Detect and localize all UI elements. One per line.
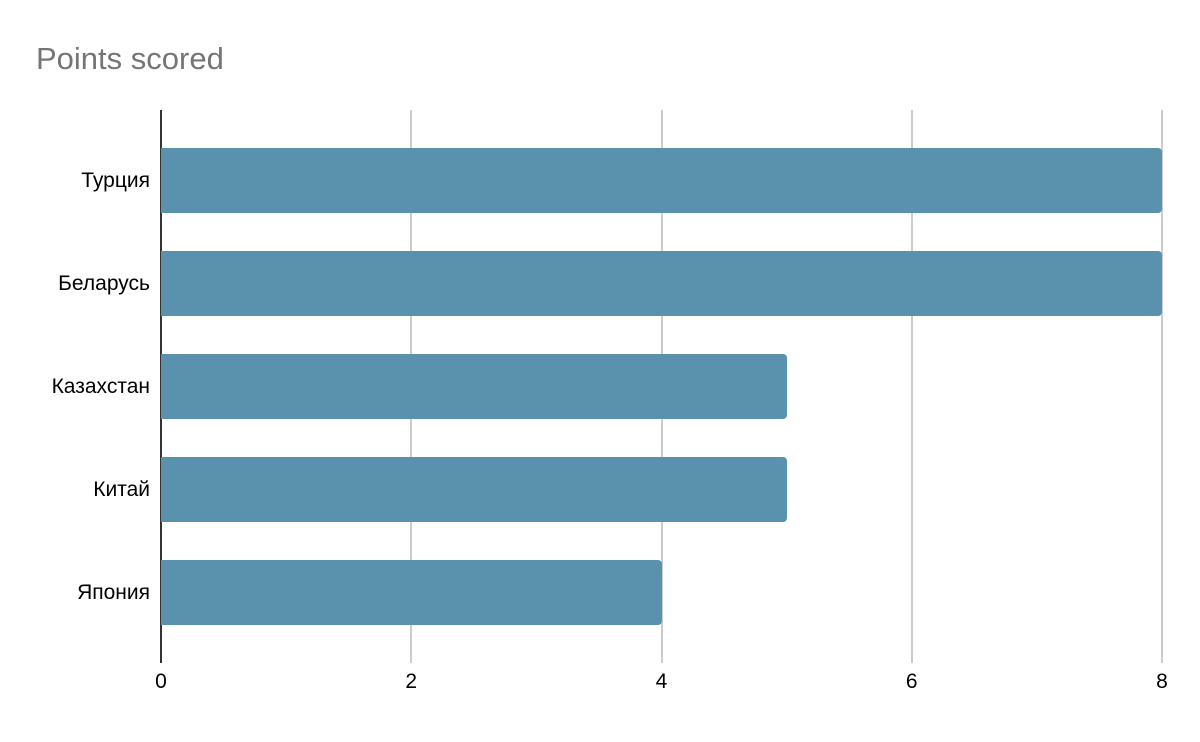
bar [161, 457, 787, 522]
category-label: Китай [93, 478, 150, 501]
bar-row: Казахстан [52, 354, 1162, 419]
bar-row: Япония [77, 560, 1162, 625]
bar [161, 560, 662, 625]
category-label: Казахстан [51, 375, 150, 398]
gridline-8 [1161, 110, 1163, 663]
plot-area: Турция Беларусь Казахстан Китай Япония [52, 110, 1163, 663]
chart-title: Points scored [36, 41, 224, 76]
bar [161, 251, 1162, 316]
x-tick-label: 2 [405, 670, 418, 693]
gridline-6 [910, 110, 913, 663]
x-tick-label: 0 [155, 670, 167, 693]
category-label: Япония [77, 581, 150, 604]
x-tick-label: 6 [905, 670, 918, 693]
bar [161, 354, 787, 419]
bar-row: Турция [81, 148, 1162, 213]
bar-row: Беларусь [58, 251, 1162, 316]
bar [161, 148, 1162, 213]
x-axis: 0 2 4 6 8 [155, 670, 1168, 700]
category-label: Беларусь [58, 272, 150, 295]
x-tick-label: 4 [655, 670, 668, 693]
bar-row: Китай [93, 457, 1162, 522]
x-tick-label: 8 [1156, 670, 1168, 693]
category-label: Турция [81, 169, 150, 192]
